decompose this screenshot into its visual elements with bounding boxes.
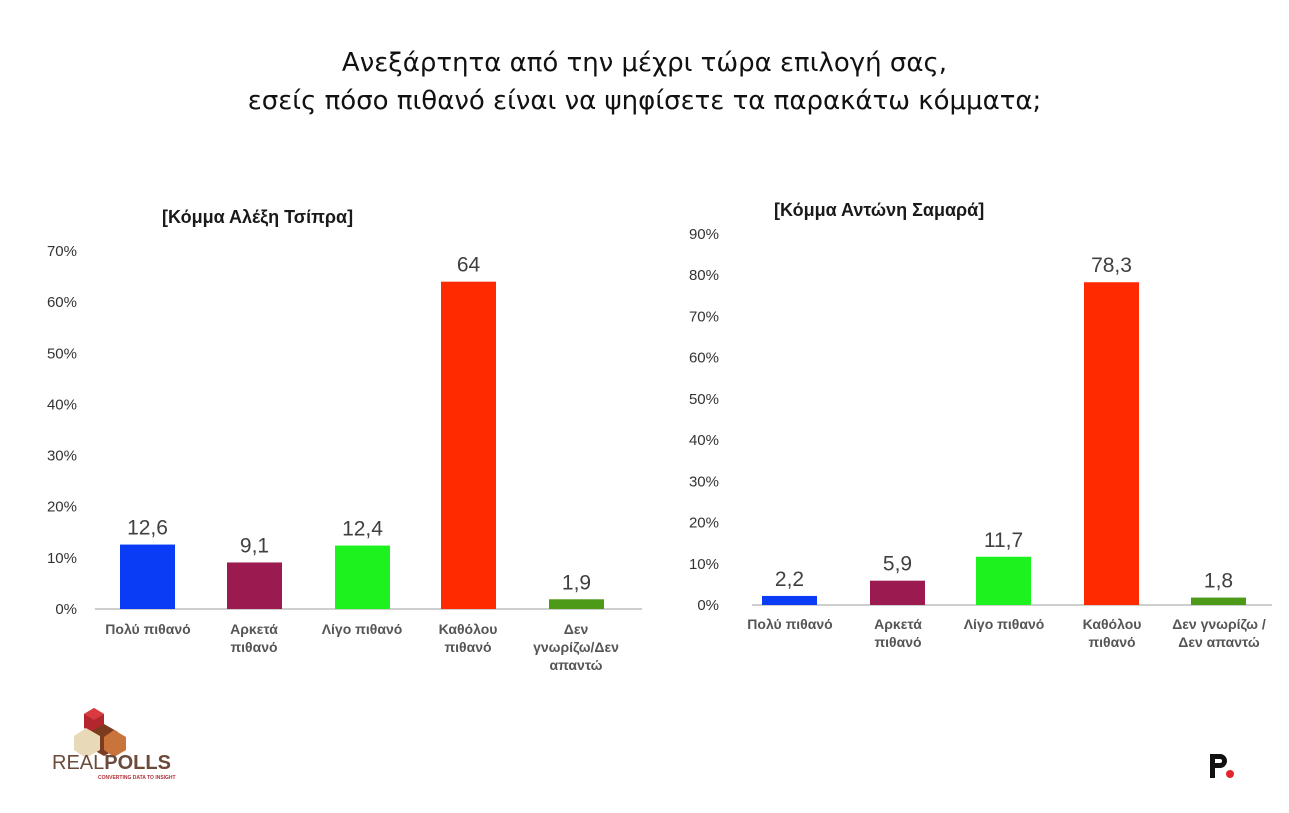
category-label-line: Πολύ πιθανό: [747, 616, 832, 632]
chart-1-bar: [120, 544, 175, 609]
chart-1-value-label: 1,9: [562, 571, 591, 594]
category-label-line: Καθόλου: [439, 621, 498, 637]
chart-1-ytick: 10%: [47, 550, 77, 567]
chart-2-bar: [976, 556, 1031, 605]
page-title-line-2: εσείς πόσο πιθανό είναι να ψηφίσετε τα π…: [247, 86, 1042, 116]
category-label-line: Αρκετά: [230, 621, 278, 637]
category-label-line: γνωρίζω/Δεν: [533, 639, 619, 655]
chart-2-bar: [762, 595, 817, 605]
chart-1-ytick: 50%: [47, 345, 77, 362]
category-label-line: Αρκετά: [874, 616, 922, 632]
chart-1-title: [Κόμμα Αλέξη Τσίπρα]: [162, 207, 354, 227]
chart-2-ytick: 80%: [689, 267, 719, 284]
category-label-line: Δεν απαντώ: [1178, 634, 1260, 650]
chart-2-value-label: 2,2: [775, 568, 804, 591]
chart-1-ytick: 60%: [47, 294, 77, 311]
realpolls-tagline: CONVERTING DATA TO INSIGHT: [98, 775, 176, 781]
chart-2-ytick: 50%: [689, 391, 719, 408]
category-label-line: Καθόλου: [1083, 616, 1142, 632]
chart-2-bar: [1084, 282, 1139, 605]
category-label-line: πιθανό: [1088, 634, 1135, 650]
chart-1-category-label: Λίγο πιθανό: [322, 621, 403, 637]
category-label-line: Λίγο πιθανό: [964, 616, 1045, 632]
logo-word-polls: POLLS: [104, 752, 171, 774]
chart-1-category-label: Δεν γνωρίζω/Δεν απαντώ: [533, 621, 619, 673]
category-label-line: πιθανό: [874, 634, 921, 650]
chart-1-value-label: 12,4: [342, 518, 383, 541]
logo-word-real: REAL: [52, 752, 105, 774]
chart-1-category-label: Πολύ πιθανό: [105, 621, 190, 637]
chart-1-bar: [549, 599, 604, 609]
category-label-line: Πολύ πιθανό: [105, 621, 190, 637]
chart-1-value-label: 12,6: [127, 517, 168, 540]
chart-1-ytick: 20%: [47, 499, 77, 516]
realpolls-logo-icon: [74, 708, 126, 758]
chart-2-ytick: 20%: [689, 515, 719, 532]
chart-2-category-label: Λίγο πιθανό: [964, 616, 1045, 632]
chart-2-ytick: 10%: [689, 556, 719, 573]
chart-2-category-label: Πολύ πιθανό: [747, 616, 832, 632]
chart-2-bar: [1191, 597, 1246, 605]
chart-2-ytick: 70%: [689, 308, 719, 325]
chart-2-bar: [870, 580, 925, 605]
chart-2-value-label: 11,7: [984, 529, 1023, 552]
chart-1-category-label: Καθόλου πιθανό: [439, 621, 498, 655]
chart-2-ytick: 90%: [689, 226, 719, 243]
chart-2-category-label: Αρκετά πιθανό: [874, 616, 922, 650]
chart-2-ytick: 60%: [689, 350, 719, 367]
page-title-line-1: Ανεξάρτητα από την μέχρι τώρα επιλογή σα…: [341, 48, 948, 78]
chart-1-bar: [227, 562, 282, 609]
chart-1-ytick: 30%: [47, 448, 77, 465]
chart-2-ytick: 0%: [697, 597, 719, 614]
chart-1-bar: [441, 281, 496, 609]
chart-2-ytick: 40%: [689, 432, 719, 449]
chart-1-bar: [335, 545, 390, 609]
chart-2-title: [Κόμμα Αντώνη Σαμαρά]: [774, 200, 985, 220]
category-label-line: Δεν: [564, 621, 589, 637]
page-title: Ανεξάρτητα από την μέχρι τώρα επιλογή σα…: [0, 44, 1289, 120]
chart-2-category-label: Καθόλου πιθανό: [1083, 616, 1142, 650]
chart-1-ytick: 70%: [47, 243, 77, 260]
chart-2-category-label: Δεν γνωρίζω / Δεν απαντώ: [1172, 616, 1266, 650]
chart-1-ytick: 40%: [47, 396, 77, 413]
chart-2-value-label: 78,3: [1091, 254, 1132, 277]
realpolls-wordmark: REALPOLLS: [52, 752, 171, 775]
chart-1-ytick: 0%: [55, 601, 77, 618]
chart-2-ytick: 30%: [689, 473, 719, 490]
chart-2-value-label: 5,9: [883, 553, 912, 576]
category-label-line: απαντώ: [549, 657, 602, 673]
category-label-line: Λίγο πιθανό: [322, 621, 403, 637]
chart-1-value-label: 64: [457, 254, 481, 277]
chart-1-category-label: Αρκετά πιθανό: [230, 621, 278, 655]
chart-1-value-label: 9,1: [240, 534, 269, 557]
chart-2-value-label: 1,8: [1204, 570, 1233, 593]
category-label-line: πιθανό: [230, 639, 277, 655]
category-label-line: Δεν γνωρίζω /: [1172, 616, 1266, 632]
p-dot-logo-icon: [1210, 754, 1234, 778]
category-label-line: πιθανό: [444, 639, 491, 655]
